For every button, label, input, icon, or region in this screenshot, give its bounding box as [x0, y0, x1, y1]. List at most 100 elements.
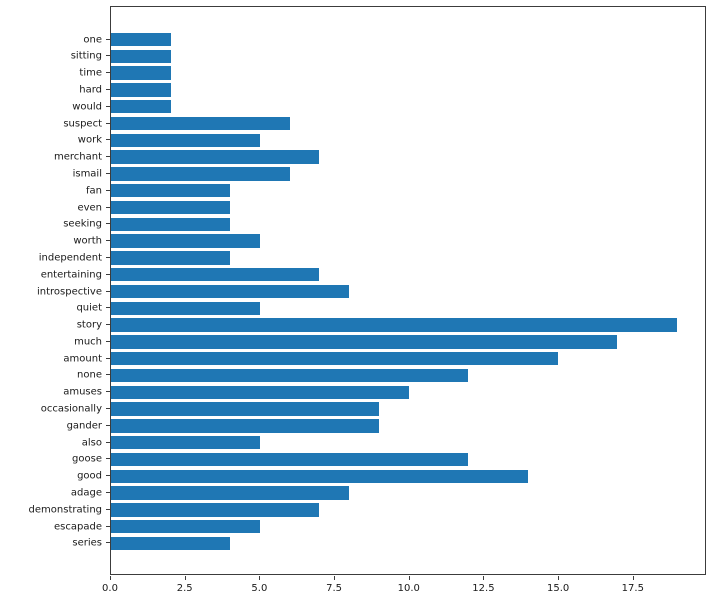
- y-tick-mark: [106, 475, 110, 476]
- x-tick-label-12.5: 12.5: [472, 583, 495, 594]
- x-tick-label-10.0: 10.0: [397, 583, 420, 594]
- y-tick-mark: [106, 207, 110, 208]
- y-tick-label-one: one: [83, 34, 102, 46]
- y-tick-label-gander: gander: [66, 420, 102, 432]
- y-tick-label-worth: worth: [73, 235, 102, 247]
- bar-amuses: [111, 385, 409, 399]
- y-tick-mark: [106, 39, 110, 40]
- y-tick-mark: [106, 374, 110, 375]
- x-tick-mark: [483, 576, 484, 580]
- bar-even: [111, 200, 231, 215]
- bar-gander: [111, 419, 379, 433]
- y-tick-label-introspective: introspective: [36, 286, 102, 297]
- y-tick-label-goose: goose: [72, 453, 102, 465]
- bar-hard: [111, 83, 171, 97]
- bar-good: [111, 469, 528, 483]
- bar-merchant: [111, 150, 320, 164]
- y-tick-mark: [106, 55, 110, 56]
- y-tick-label-also: also: [81, 437, 102, 449]
- x-tick-label-15.0: 15.0: [546, 583, 570, 594]
- y-tick-label-amount: amount: [63, 353, 102, 365]
- x-tick-mark: [185, 576, 186, 580]
- bar-also: [111, 435, 260, 450]
- bar-ismail: [111, 167, 290, 181]
- bar-would: [111, 100, 171, 114]
- x-tick-label-5.0: 5.0: [251, 583, 268, 594]
- x-tick-mark: [334, 576, 335, 580]
- y-tick-mark: [106, 492, 110, 493]
- y-tick-mark: [106, 291, 110, 292]
- y-tick-mark: [106, 89, 110, 90]
- bar-worth: [111, 234, 260, 248]
- y-tick-mark: [106, 72, 110, 73]
- x-tick-mark: [110, 576, 111, 580]
- y-tick-label-would: would: [72, 101, 102, 113]
- y-tick-mark: [106, 509, 110, 510]
- bar-none: [111, 368, 469, 383]
- y-tick-mark: [106, 223, 110, 224]
- bar-occasionally: [111, 402, 379, 416]
- y-tick-label-adage: adage: [70, 487, 102, 499]
- y-tick-label-work: work: [77, 134, 102, 146]
- bar-suspect: [111, 116, 290, 131]
- x-tick-mark: [259, 576, 260, 580]
- y-tick-mark: [106, 324, 110, 325]
- y-tick-mark: [106, 458, 110, 459]
- bar-story: [111, 318, 677, 332]
- y-tick-label-merchant: merchant: [53, 151, 102, 163]
- y-tick-mark: [106, 442, 110, 443]
- bar-work: [111, 133, 260, 148]
- y-tick-label-series: series: [72, 537, 102, 549]
- y-tick-label-much: much: [74, 336, 102, 348]
- x-tick-label-17.5: 17.5: [621, 583, 644, 594]
- y-tick-mark: [106, 106, 110, 107]
- plot-area: [110, 6, 706, 575]
- y-tick-label-ismail: ismail: [72, 168, 102, 180]
- bar-amount: [111, 351, 558, 366]
- x-tick-label-2.5: 2.5: [176, 583, 193, 594]
- y-tick-label-even: even: [77, 202, 102, 214]
- bar-entertaining: [111, 267, 320, 282]
- y-tick-mark: [106, 358, 110, 359]
- y-tick-mark: [106, 240, 110, 241]
- bar-much: [111, 335, 618, 349]
- y-tick-mark: [106, 542, 110, 543]
- y-tick-label-occasionally: occasionally: [40, 403, 102, 415]
- y-tick-label-suspect: suspect: [63, 118, 102, 130]
- bar-adage: [111, 486, 350, 500]
- bar-quiet: [111, 301, 260, 315]
- bar-sitting: [111, 49, 171, 64]
- bar-time: [111, 66, 171, 80]
- y-tick-label-entertaining: entertaining: [40, 269, 102, 281]
- x-tick-mark: [409, 576, 410, 580]
- x-tick-label-7.5: 7.5: [326, 583, 342, 594]
- y-tick-mark: [106, 156, 110, 157]
- y-tick-label-quiet: quiet: [76, 302, 102, 314]
- y-tick-mark: [106, 123, 110, 124]
- y-tick-mark: [106, 391, 110, 392]
- y-tick-label-independent: independent: [38, 252, 102, 264]
- y-tick-mark: [106, 274, 110, 275]
- y-tick-label-fan: fan: [86, 185, 102, 197]
- y-tick-mark: [106, 257, 110, 258]
- y-tick-label-demonstrating: demonstrating: [28, 504, 102, 516]
- y-tick-mark: [106, 526, 110, 527]
- y-tick-mark: [106, 425, 110, 426]
- y-tick-label-seeking: seeking: [63, 218, 102, 230]
- y-tick-label-good: good: [77, 470, 102, 482]
- y-tick-label-sitting: sitting: [70, 50, 102, 62]
- bar-goose: [111, 452, 469, 467]
- bar-series: [111, 536, 231, 551]
- bar-independent: [111, 251, 231, 265]
- bar-introspective: [111, 284, 350, 299]
- x-tick-mark: [558, 576, 559, 580]
- y-tick-mark: [106, 190, 110, 191]
- bar-escapade: [111, 519, 260, 534]
- y-tick-mark: [106, 139, 110, 140]
- y-tick-label-time: time: [79, 67, 102, 79]
- y-tick-label-none: none: [77, 369, 102, 381]
- y-tick-mark: [106, 307, 110, 308]
- y-tick-mark: [106, 408, 110, 409]
- y-tick-label-escapade: escapade: [54, 521, 102, 533]
- x-tick-mark: [633, 576, 634, 580]
